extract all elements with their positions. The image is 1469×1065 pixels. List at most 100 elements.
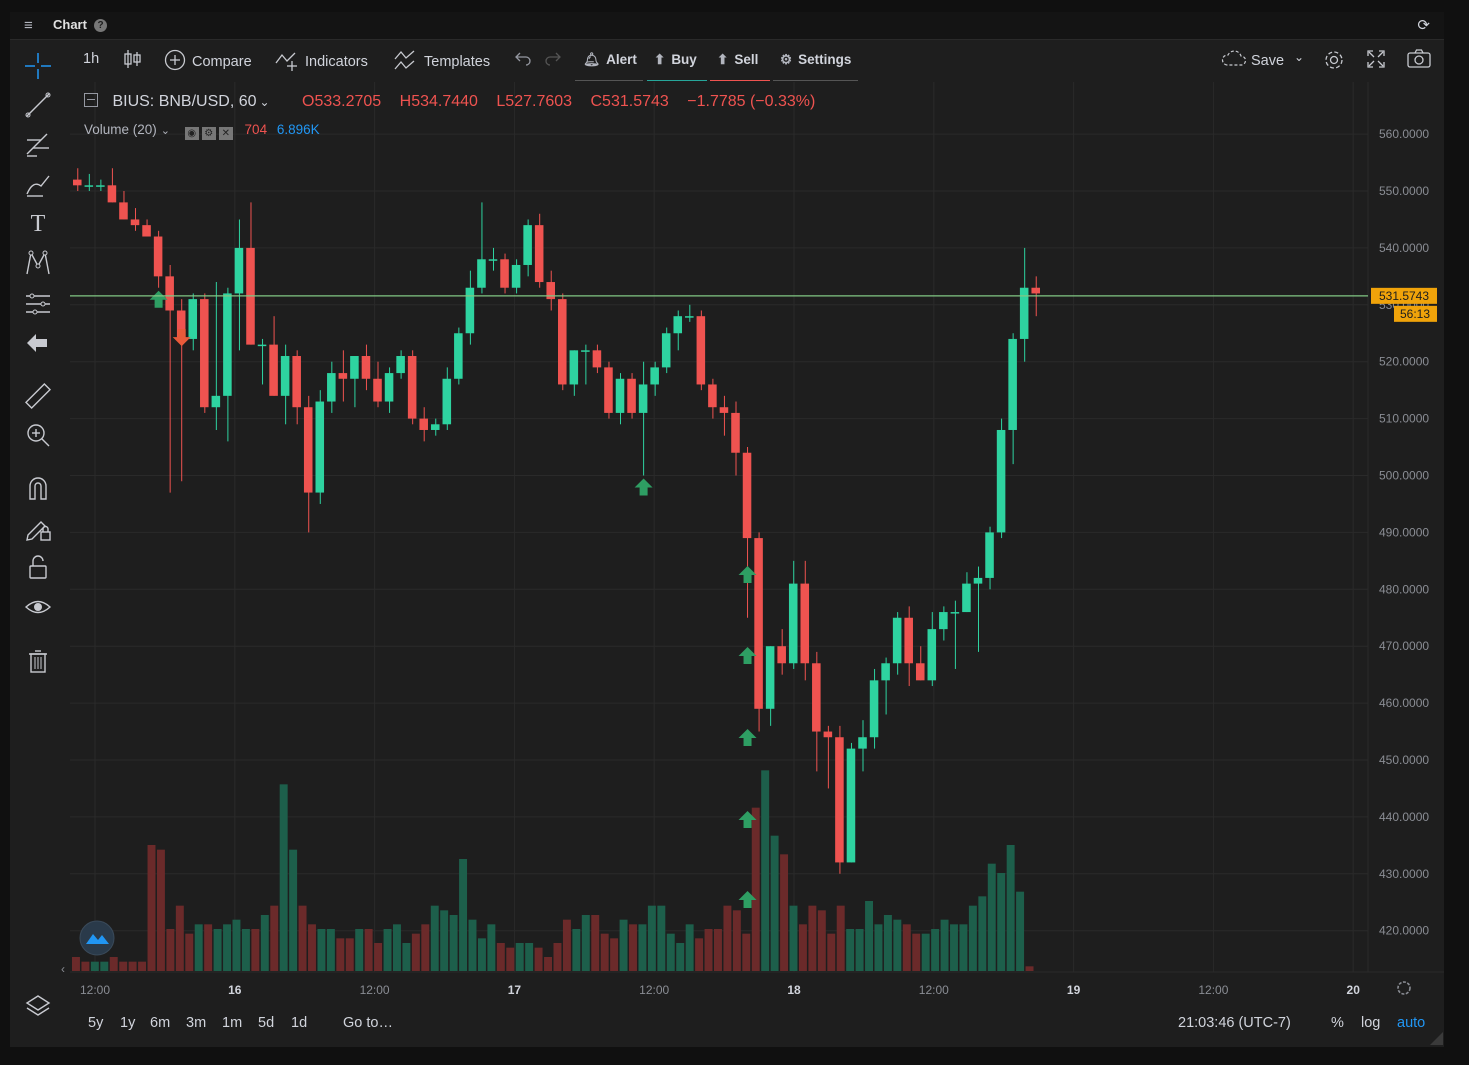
candle-body — [996, 429, 1006, 533]
buy-marker — [149, 290, 168, 308]
clock[interactable]: 21:03:46 (UTC-7) — [1178, 1015, 1291, 1031]
candle-body — [153, 236, 163, 277]
chart-style-icon[interactable] — [123, 48, 143, 74]
gear-icon: ⚙ — [780, 52, 793, 67]
volume-bar — [761, 770, 770, 971]
fullscreen-icon[interactable] — [1366, 49, 1386, 73]
alert-button[interactable]: 🔔︎ Alert — [583, 52, 637, 68]
candle-body — [361, 356, 371, 379]
candle-body — [130, 219, 140, 226]
layers-icon[interactable] — [23, 991, 53, 1021]
text-tool-icon[interactable]: T — [30, 211, 46, 237]
trend-line-icon[interactable] — [23, 90, 53, 120]
candle-body — [823, 731, 833, 738]
crosshair-icon[interactable] — [23, 51, 53, 81]
compare-button[interactable]: Compare — [164, 49, 252, 71]
arrow-left-icon[interactable] — [23, 328, 53, 358]
interval-button[interactable]: 1h — [83, 51, 100, 67]
volume-bar — [808, 905, 817, 971]
eye-icon[interactable] — [23, 592, 53, 622]
trash-icon[interactable] — [23, 646, 53, 676]
settings-button[interactable]: ⚙ Settings — [780, 52, 851, 68]
symbol-title[interactable]: BIUS: BNB/USD, 60 — [112, 93, 257, 110]
candle-body — [523, 225, 532, 265]
zoom-in-icon[interactable] — [23, 420, 53, 450]
candle-body — [223, 293, 232, 396]
volume-label[interactable]: Volume (20) — [84, 122, 157, 137]
legend-collapse-icon[interactable] — [84, 93, 98, 107]
indicators-button[interactable]: Indicators — [275, 49, 368, 71]
symbol-dropdown-icon[interactable]: ⌄ — [259, 95, 270, 109]
time-axis-label: 12:00 — [1198, 983, 1228, 997]
magnet-icon[interactable] — [23, 473, 53, 503]
range-5d[interactable]: 5d — [258, 1015, 275, 1031]
close-icon[interactable]: ✕ — [218, 127, 233, 140]
templates-button[interactable]: Templates — [394, 49, 490, 71]
volume-bar — [459, 859, 468, 971]
camera-icon[interactable] — [1407, 49, 1431, 73]
volume-bar — [487, 924, 496, 971]
undo-icon[interactable] — [514, 49, 532, 71]
lock-drawings-icon[interactable] — [23, 513, 53, 543]
candle-body — [742, 452, 752, 539]
range-5y[interactable]: 5y — [88, 1015, 104, 1031]
fib-retracement-icon[interactable] — [23, 130, 53, 160]
volume-bar — [732, 910, 741, 971]
refresh-icon[interactable]: ⟳ — [1417, 17, 1430, 34]
log-toggle[interactable]: log — [1361, 1015, 1381, 1031]
range-3m[interactable]: 3m — [186, 1015, 207, 1031]
range-6m[interactable]: 6m — [150, 1015, 171, 1031]
ruler-icon[interactable] — [23, 381, 53, 411]
candle-body — [904, 617, 913, 664]
alert-label: Alert — [606, 52, 637, 67]
candle-body — [869, 680, 879, 738]
sell-underline — [710, 80, 770, 81]
settings-small-icon[interactable]: ⚙ — [201, 127, 216, 140]
redo-icon[interactable] — [544, 49, 562, 71]
logo-circle — [79, 920, 115, 956]
range-1m[interactable]: 1m — [222, 1015, 243, 1031]
scroll-left-icon[interactable]: ‹ — [61, 962, 65, 976]
range-1y[interactable]: 1y — [120, 1015, 136, 1031]
help-icon[interactable]: ? — [94, 19, 107, 32]
forecast-icon[interactable] — [23, 288, 53, 318]
candle-body — [269, 344, 278, 396]
volume-bar — [156, 849, 165, 971]
bell-icon: 🔔︎ — [583, 52, 601, 67]
unlock-icon[interactable] — [23, 552, 53, 582]
percent-toggle[interactable]: % — [1331, 1015, 1344, 1031]
volume-bar — [997, 873, 1006, 971]
auto-toggle[interactable]: auto — [1397, 1015, 1426, 1031]
volume-bar — [355, 929, 364, 971]
time-axis-label: 12:00 — [80, 983, 110, 997]
legend-change: −1.7785 (−0.33%) — [687, 93, 816, 110]
logo-icon — [86, 934, 109, 944]
save-button[interactable]: Save — [1221, 49, 1284, 69]
indicators-icon — [275, 52, 297, 71]
candle-body — [788, 583, 798, 664]
buy-button[interactable]: ⬆ Buy — [654, 52, 697, 68]
axis-settings-icon[interactable] — [1397, 981, 1411, 995]
buy-underline — [647, 80, 707, 81]
range-1d[interactable]: 1d — [291, 1015, 308, 1031]
pattern-icon[interactable] — [23, 248, 53, 278]
save-dropdown-icon[interactable]: ⌄ — [1294, 50, 1305, 64]
candle-body — [569, 350, 579, 385]
brush-icon[interactable] — [23, 170, 53, 200]
volume-bar — [506, 947, 515, 971]
volume-bar — [912, 933, 921, 971]
volume-bar — [629, 924, 637, 971]
candle-body — [800, 583, 810, 664]
chart-settings-icon[interactable] — [1323, 49, 1345, 75]
volume-value: 704 — [244, 122, 268, 137]
visibility-icon[interactable]: ◉ — [184, 127, 199, 140]
menu-icon[interactable]: ≡ — [24, 17, 33, 34]
candle-body — [303, 407, 313, 493]
volume-bar — [430, 905, 439, 971]
goto-button[interactable]: Go to… — [343, 1015, 393, 1031]
candle-body — [939, 612, 948, 630]
volume-bar — [865, 901, 873, 971]
volume-dropdown-icon[interactable]: ⌄ — [160, 125, 171, 137]
sell-button[interactable]: ⬆ Sell — [717, 52, 758, 68]
